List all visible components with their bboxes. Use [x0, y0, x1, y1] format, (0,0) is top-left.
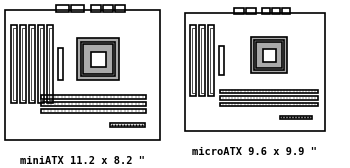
Bar [220, 96, 318, 100]
Bar [49, 28, 51, 100]
Bar [41, 109, 146, 113]
Bar [191, 28, 195, 93]
Bar [29, 25, 35, 103]
Bar [83, 44, 113, 74]
Bar [219, 46, 224, 75]
Bar [47, 25, 53, 103]
Bar [234, 8, 244, 14]
Bar [56, 5, 69, 12]
Bar [262, 49, 275, 62]
Bar [58, 48, 63, 80]
Bar [103, 5, 113, 12]
Bar [21, 28, 24, 100]
Bar [208, 25, 214, 96]
Bar [20, 25, 26, 103]
Text: miniATX 11.2 x 8.2 ": miniATX 11.2 x 8.2 " [20, 156, 145, 166]
Bar [5, 10, 160, 140]
Bar [282, 8, 290, 14]
Bar [246, 8, 256, 14]
Bar [115, 5, 125, 12]
Bar [201, 28, 203, 93]
Bar [30, 28, 34, 100]
Bar [220, 90, 318, 93]
Bar [199, 25, 205, 96]
Bar [256, 43, 282, 69]
Bar [71, 5, 84, 12]
Bar [272, 8, 280, 14]
Bar [41, 101, 146, 106]
Bar [220, 103, 318, 106]
Bar [41, 94, 146, 98]
Bar [251, 37, 287, 73]
Bar [11, 25, 17, 103]
Text: microATX 9.6 x 9.9 ": microATX 9.6 x 9.9 " [193, 147, 317, 157]
Bar [38, 25, 44, 103]
Bar [254, 40, 284, 71]
Bar [110, 123, 145, 127]
Bar [91, 5, 101, 12]
Bar [77, 38, 119, 80]
Bar [210, 28, 212, 93]
Bar [280, 116, 313, 119]
Bar [81, 42, 115, 76]
Bar [13, 28, 15, 100]
Bar [190, 25, 196, 96]
Bar [185, 13, 325, 131]
Bar [40, 28, 42, 100]
Bar [91, 52, 105, 67]
Bar [262, 8, 270, 14]
